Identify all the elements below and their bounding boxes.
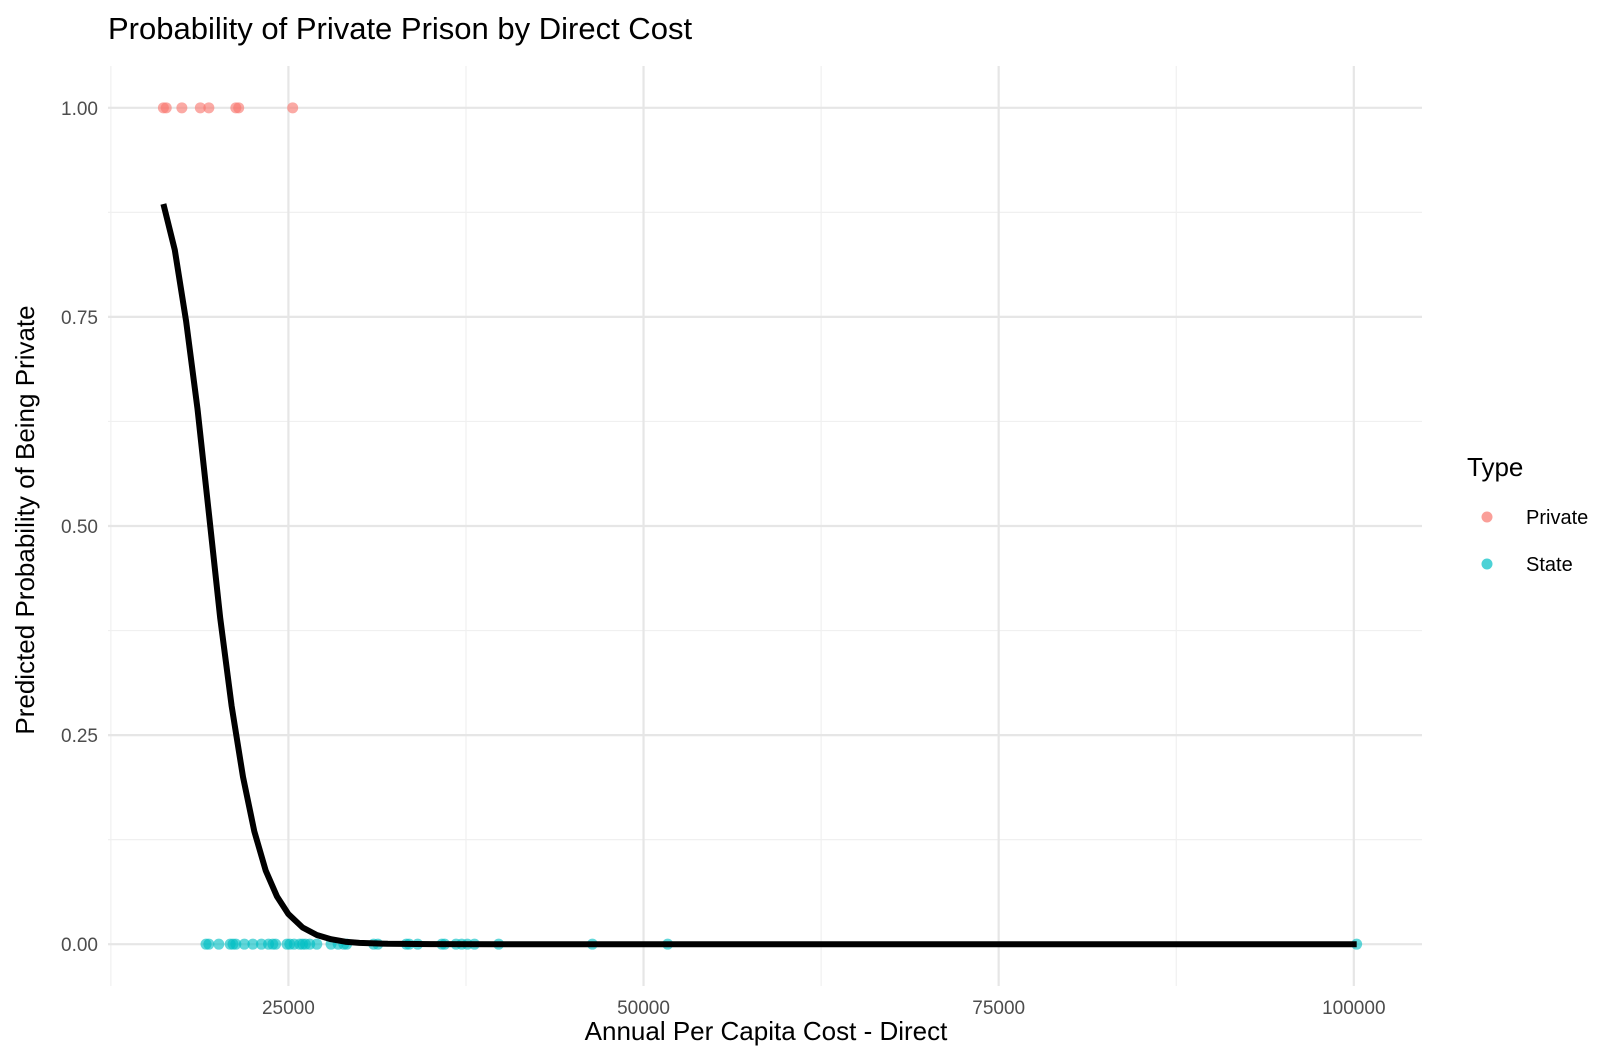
legend-label-private: Private [1526, 507, 1588, 529]
point-state [247, 938, 259, 950]
chart-title: Probability of Private Prison by Direct … [108, 11, 692, 46]
fitted-curve [160, 203, 1357, 948]
legend-key-private [1481, 511, 1493, 523]
x-tick-labels: 25000 50000 75000 100000 [262, 998, 1386, 1019]
point-private [203, 102, 215, 114]
x-tick-label: 100000 [1322, 998, 1385, 1019]
grid [108, 66, 1422, 986]
y-tick-labels: 0.00 0.25 0.50 0.75 1.00 [61, 99, 98, 956]
y-tick-label: 1.00 [61, 99, 98, 120]
y-tick-label: 0.25 [61, 726, 98, 747]
y-tick-label: 0.50 [61, 517, 98, 538]
point-state [203, 938, 215, 950]
point-private [194, 102, 206, 114]
x-tick-label: 75000 [972, 998, 1025, 1019]
x-tick-label: 25000 [262, 998, 315, 1019]
legend-key-state [1481, 558, 1493, 570]
point-state [230, 938, 242, 950]
point-state [238, 938, 250, 950]
point-private [287, 102, 299, 114]
point-state [311, 938, 323, 950]
legend: Type Private State [1467, 452, 1588, 576]
legend-label-state: State [1526, 554, 1573, 576]
point-private [233, 102, 245, 114]
point-private [176, 102, 188, 114]
point-private [160, 102, 172, 114]
y-tick-label: 0.00 [61, 935, 98, 956]
point-state [213, 938, 225, 950]
point-state [270, 938, 282, 950]
fitted-curve-line [160, 203, 1357, 948]
y-axis-title: Predicted Probability of Being Private [10, 305, 40, 734]
y-tick-label: 0.75 [61, 308, 98, 329]
x-axis-title: Annual Per Capita Cost - Direct [585, 1016, 948, 1046]
legend-title: Type [1467, 452, 1523, 482]
x-tick-label: 50000 [617, 998, 670, 1019]
